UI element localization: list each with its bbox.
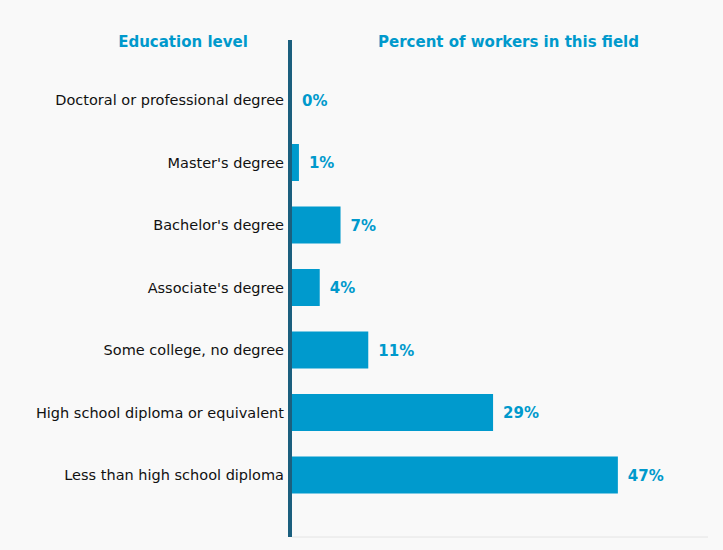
category-label: Doctoral or professional degree <box>55 92 284 108</box>
data-label: 0% <box>302 92 327 110</box>
data-label: 1% <box>309 154 334 172</box>
bar <box>292 82 293 119</box>
bar <box>292 457 618 494</box>
category-label: Master's degree <box>168 155 285 171</box>
data-label: 29% <box>503 404 539 422</box>
bar <box>292 332 368 369</box>
bars <box>292 144 618 494</box>
x-axis-line <box>292 537 708 538</box>
category-label: Associate's degree <box>148 280 284 296</box>
y-axis-title: Education level <box>118 33 248 51</box>
bar <box>292 207 341 244</box>
data-label: 47% <box>628 467 664 485</box>
category-label: Bachelor's degree <box>153 217 284 233</box>
bar <box>292 144 299 181</box>
data-label: 4% <box>330 279 355 297</box>
data-label: 11% <box>378 342 414 360</box>
category-label: Some college, no degree <box>104 342 284 358</box>
bar <box>292 394 493 431</box>
data-label: 7% <box>351 217 376 235</box>
x-axis-title: Percent of workers in this field <box>378 33 639 51</box>
background <box>0 0 723 550</box>
bar <box>292 269 320 306</box>
chart-container: Education level Percent of workers in thi… <box>0 0 723 550</box>
category-label: High school diploma or equivalent <box>36 405 284 421</box>
category-label: Less than high school diploma <box>64 467 284 483</box>
y-axis-line <box>288 40 292 537</box>
chart-svg: Education level Percent of workers in thi… <box>0 0 723 550</box>
